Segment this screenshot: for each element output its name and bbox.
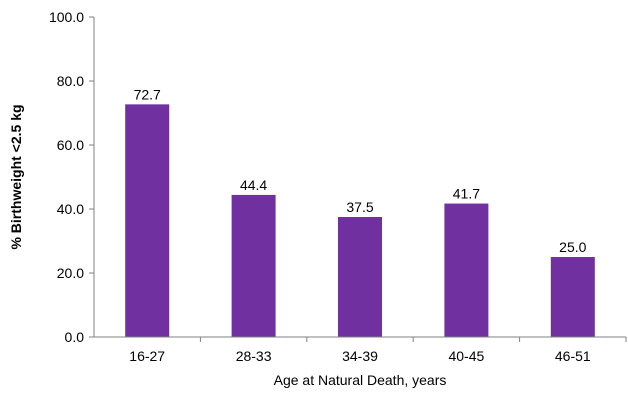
x-tick-label: 40-45 [448,348,484,364]
bar [231,194,276,337]
x-axis-title: Age at Natural Death, years [274,372,447,388]
bars [125,104,595,337]
x-tick-label: 16-27 [129,348,165,364]
y-tick-label: 60.0 [57,137,84,153]
x-tick-label: 46-51 [555,348,591,364]
x-axis-ticks: 16-27 28-33 34-39 40-45 46-51 [129,337,627,364]
y-tick-label: 0.0 [65,329,85,345]
bar-value-label: 25.0 [559,239,586,255]
y-tick-label: 20.0 [57,265,84,281]
data-labels: 72.7 44.4 37.5 41.7 25.0 [134,86,587,255]
y-tick-label: 80.0 [57,73,84,89]
bar [125,104,170,337]
y-axis-ticks: 0.0 20.0 40.0 60.0 80.0 100.0 [49,9,94,345]
y-tick-label: 40.0 [57,201,84,217]
x-tick-label: 28-33 [236,348,272,364]
bar-value-label: 44.4 [240,177,267,193]
y-axis-title: % Birthweight <2.5 kg [8,104,24,249]
bar [444,203,489,337]
bar-value-label: 41.7 [453,186,480,202]
bar-value-label: 37.5 [346,199,373,215]
bar [550,257,595,337]
bar [338,217,382,337]
x-tick-label: 34-39 [342,348,378,364]
y-tick-label: 100.0 [49,9,84,25]
bar-value-label: 72.7 [134,86,161,102]
